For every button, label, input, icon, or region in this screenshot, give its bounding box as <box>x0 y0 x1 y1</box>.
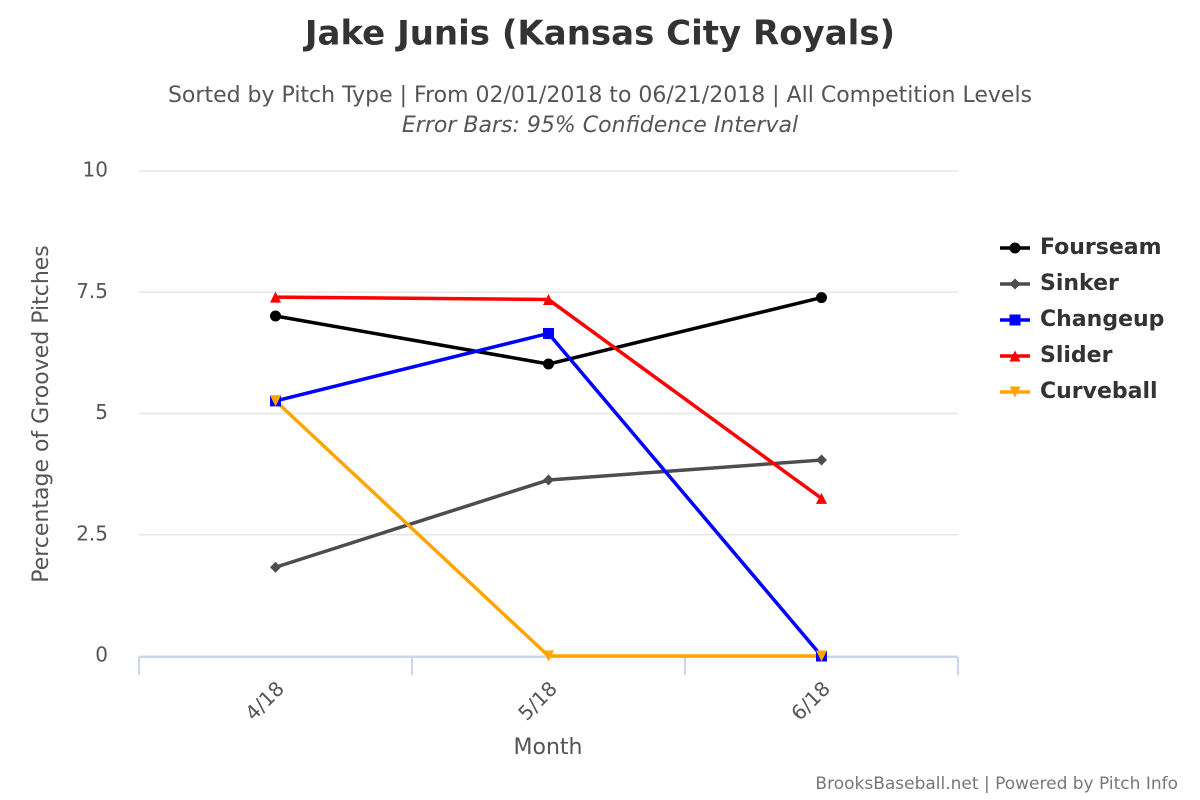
chart-subtitle: Error Bars: 95% Confidence Interval <box>402 113 798 138</box>
chart-title: Jake Junis (Kansas City Royals) <box>303 14 895 54</box>
data-point <box>270 291 281 303</box>
series-line <box>275 331 823 658</box>
data-point <box>543 358 554 370</box>
legend-label: Fourseam <box>1040 235 1162 260</box>
x-tick-label: 5/18 <box>513 676 562 725</box>
credit: BrooksBaseball.net | Powered by Pitch In… <box>815 774 1178 794</box>
y-tick-label: 7.5 <box>76 279 108 303</box>
data-point <box>543 294 554 306</box>
x-axis-label: Month <box>514 735 583 760</box>
legend-marker <box>1009 278 1021 290</box>
legend-label: Changeup <box>1040 307 1164 332</box>
series-line <box>275 295 823 500</box>
data-point <box>816 454 827 466</box>
legend-label: Curveball <box>1040 379 1158 404</box>
data-point <box>270 395 281 407</box>
chart-subtitle: Sorted by Pitch Type | From 02/01/2018 t… <box>168 83 1032 108</box>
data-point <box>816 292 827 304</box>
data-point <box>543 327 554 339</box>
x-tick-label: 4/18 <box>240 676 289 725</box>
legend-marker <box>1009 314 1021 326</box>
data-point <box>270 561 281 573</box>
legend-marker <box>1009 386 1021 398</box>
x-tick-label: 6/18 <box>786 676 835 725</box>
legend-label: Slider <box>1040 343 1113 368</box>
legend-marker <box>1009 350 1021 362</box>
data-point <box>543 650 554 662</box>
y-axis-label: Percentage of Grooved Pitches <box>29 245 54 583</box>
data-point <box>270 310 281 322</box>
y-tick-label: 0 <box>95 643 108 667</box>
data-point <box>816 492 827 504</box>
legend-label: Sinker <box>1040 271 1119 296</box>
y-tick-label: 2.5 <box>76 521 108 545</box>
data-point <box>816 650 827 662</box>
legend-marker <box>1009 242 1021 254</box>
y-tick-label: 10 <box>83 158 108 182</box>
y-tick-label: 5 <box>95 400 108 424</box>
data-point <box>543 474 554 486</box>
